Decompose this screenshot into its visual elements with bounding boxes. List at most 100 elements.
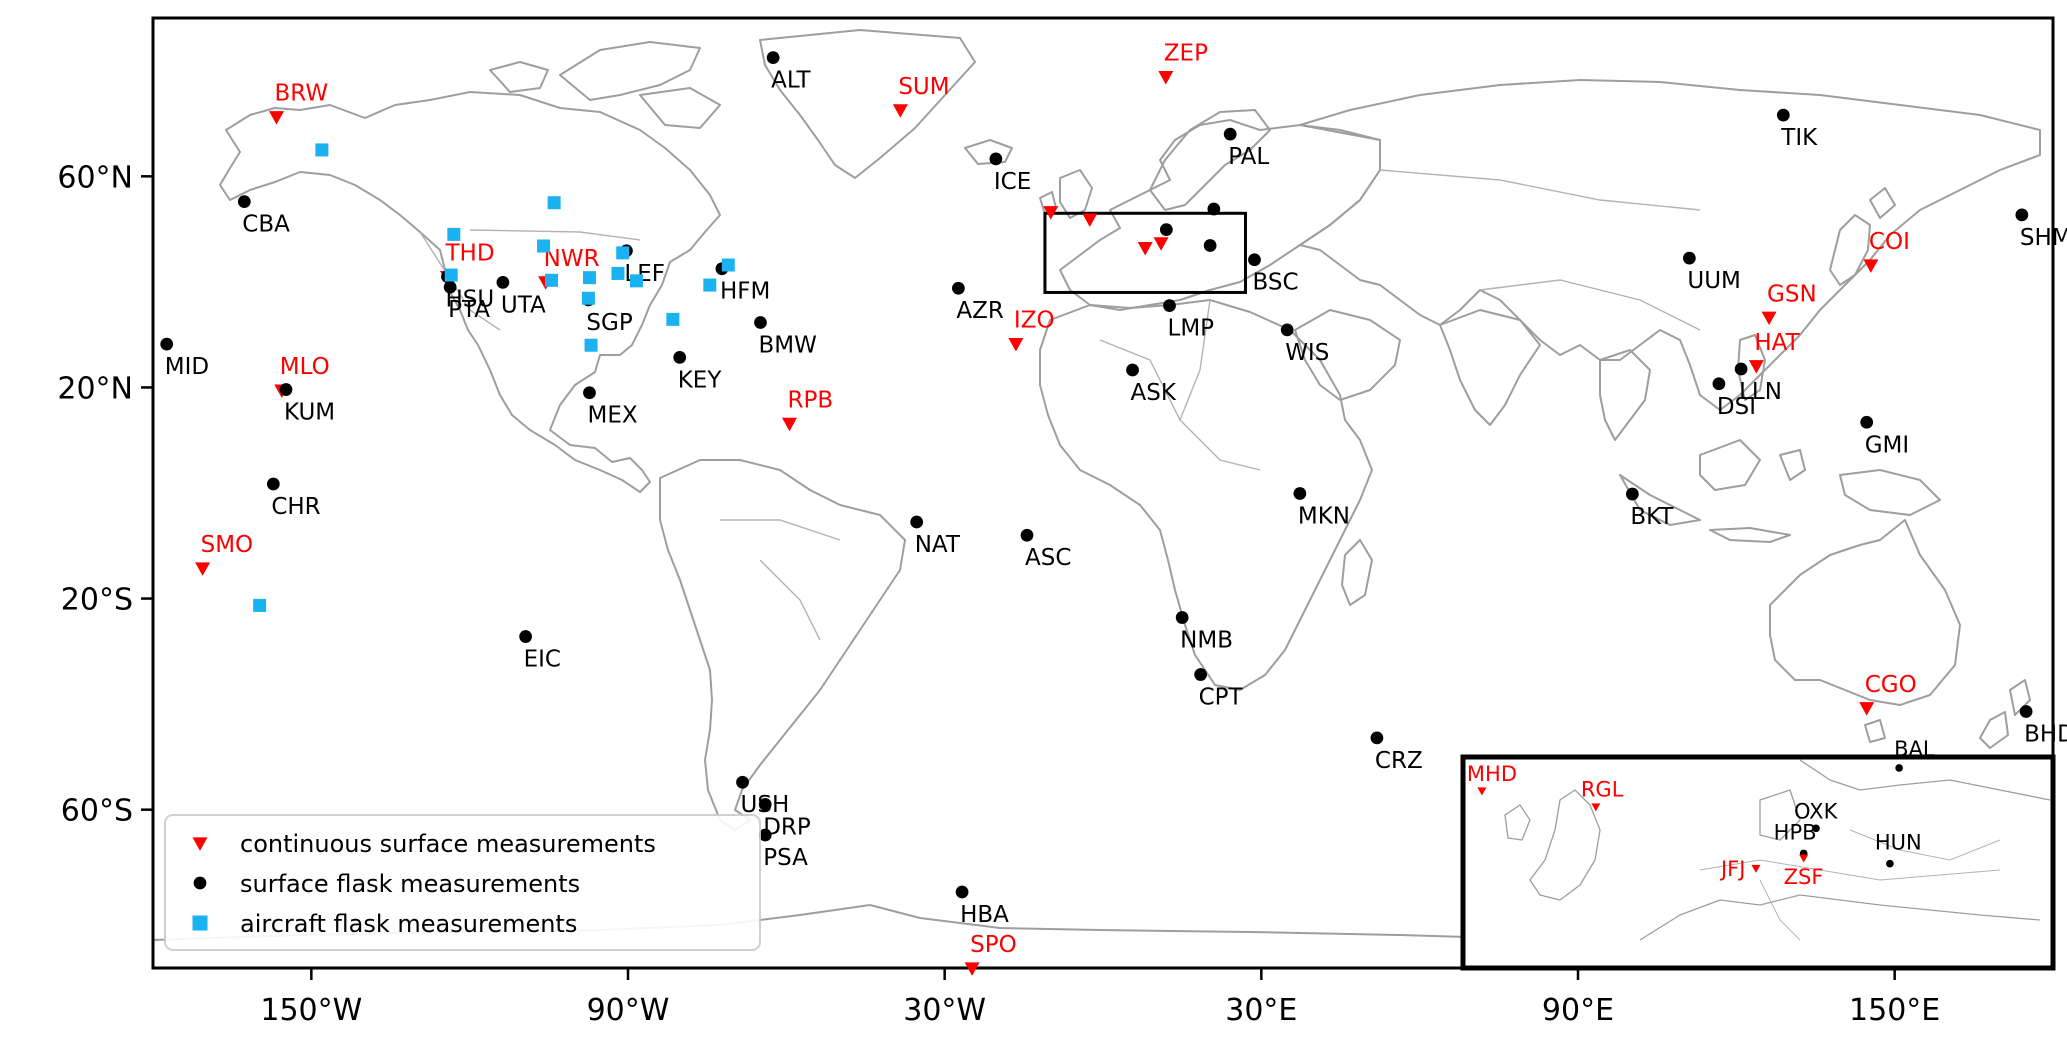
station-label-sum: SUM xyxy=(898,74,949,100)
station-marker-flask xyxy=(1207,202,1221,216)
station-marker-bsc xyxy=(1248,253,1261,267)
station-label-mid: MID xyxy=(165,354,209,380)
station-marker-zep xyxy=(1158,70,1174,85)
station-marker-bkt xyxy=(1625,487,1639,501)
station-marker-flask xyxy=(1159,223,1173,237)
station-label-thd: THD xyxy=(445,241,495,267)
inset-marker-mhd xyxy=(1477,787,1487,796)
europe-zoom-box xyxy=(1043,211,1248,294)
legend-label-aircraft: aircraft flask measurements xyxy=(240,910,577,938)
station-markers: BRW ZEP SUM THD NWR MLO RPB IZO SMO SPO COI GSN HAT C… xyxy=(160,41,2067,976)
inset-marker-oxk xyxy=(1812,824,1820,833)
station-label-mkn: MKN xyxy=(1298,504,1350,530)
y-tick-label: 60°S xyxy=(61,794,133,829)
station-label-hat: HAT xyxy=(1754,330,1800,356)
station-label-wis: WIS xyxy=(1285,340,1329,366)
station-label-ice: ICE xyxy=(994,169,1031,195)
inset-label-jfj: JFJ xyxy=(1719,857,1745,881)
station-label-cgo: CGO xyxy=(1865,672,1917,698)
station-marker-cpt xyxy=(1194,668,1208,681)
station-label-mlo: MLO xyxy=(280,354,330,380)
station-marker-aircraft xyxy=(629,274,643,288)
station-marker-sum xyxy=(892,104,908,118)
inset-label-hun: HUN xyxy=(1875,831,1922,855)
station-marker-mkn xyxy=(1293,487,1307,500)
station-label-izo: IZO xyxy=(1014,308,1055,334)
station-marker-bhd xyxy=(2019,705,2033,718)
station-marker-pal xyxy=(1223,127,1237,141)
station-marker-gsn xyxy=(1761,311,1777,326)
station-marker-continuous xyxy=(1153,237,1169,251)
station-marker-mid xyxy=(160,337,174,351)
inset-marker-jfj xyxy=(1751,864,1761,873)
legend: continuous surface measurements surface f… xyxy=(164,814,761,951)
station-marker-flask xyxy=(1203,239,1217,252)
station-marker-lln xyxy=(1734,362,1748,376)
station-label-asc: ASC xyxy=(1025,545,1071,571)
station-label-chr: CHR xyxy=(271,494,320,520)
x-tick-label: 30°W xyxy=(903,993,986,1028)
station-marker-gmi xyxy=(1860,415,1874,429)
station-label-shm: SHM xyxy=(2020,225,2067,251)
station-marker-aircraft xyxy=(537,239,551,253)
station-label-sgp: SGP xyxy=(586,310,632,336)
station-marker-aircraft xyxy=(315,143,329,157)
station-label-nat: NAT xyxy=(915,532,961,558)
inset-coastlines xyxy=(1504,759,2051,941)
station-marker-aircraft xyxy=(581,291,595,305)
map-frames xyxy=(151,16,2055,970)
y-tick-label: 20°S xyxy=(61,583,133,618)
station-marker-bmw xyxy=(754,316,767,329)
legend-marker-continuous xyxy=(192,837,208,851)
station-marker-dsi xyxy=(1712,377,1726,391)
station-label-ask: ASK xyxy=(1131,380,1177,406)
station-marker-continuous xyxy=(1082,213,1098,227)
legend-label-flask: surface flask measurements xyxy=(240,870,580,898)
station-label-bhd: BHD xyxy=(2024,722,2067,748)
station-label-mex: MEX xyxy=(587,403,637,429)
inset-marker-zsf xyxy=(1799,854,1809,863)
station-marker-hat xyxy=(1748,360,1764,374)
station-marker-hba xyxy=(955,885,969,899)
station-label-bsc: BSC xyxy=(1252,270,1298,296)
station-label-hfm: HFM xyxy=(720,279,770,305)
station-marker-asc xyxy=(1020,528,1034,542)
station-label-alt: ALT xyxy=(771,68,811,94)
station-marker-alt xyxy=(766,51,780,64)
inset-label-zsf: ZSF xyxy=(1784,865,1824,889)
station-marker-aircraft xyxy=(721,258,735,272)
station-label-azr: AZR xyxy=(956,298,1003,324)
y-tick-label: 60°N xyxy=(57,160,133,195)
station-marker-ice xyxy=(989,152,1003,166)
station-marker-coi xyxy=(1863,259,1879,273)
station-marker-kum xyxy=(279,383,293,396)
x-tick-label: 30°E xyxy=(1225,993,1297,1028)
inset-label-bal: BAL xyxy=(1894,737,1935,761)
station-marker-wis xyxy=(1280,323,1294,337)
station-label-bmw: BMW xyxy=(758,333,816,359)
axis-ticks: 150°W 90°W 30°W 30°E 90°E 150°E 60°N 20°N 20°S 60… xyxy=(57,160,1940,1028)
station-label-spo: SPO xyxy=(970,932,1017,958)
station-marker-aircraft xyxy=(582,271,596,285)
station-label-uta: UTA xyxy=(501,292,546,318)
station-label-kum: KUM xyxy=(284,400,335,426)
station-marker-aircraft xyxy=(584,338,598,352)
station-marker-azr xyxy=(952,281,965,295)
x-tick-label: 150°W xyxy=(260,993,362,1028)
station-marker-crz xyxy=(1370,731,1384,745)
x-tick-label: 150°E xyxy=(1849,993,1940,1028)
station-marker-aircraft xyxy=(444,268,458,282)
station-label-zep: ZEP xyxy=(1164,41,1208,67)
station-marker-eic xyxy=(519,630,532,643)
station-marker-ask xyxy=(1126,363,1139,377)
station-marker-brw xyxy=(269,111,284,125)
station-label-gmi: GMI xyxy=(1865,432,1909,458)
station-marker-continuous xyxy=(1043,206,1059,220)
station-label-smo: SMO xyxy=(201,532,254,558)
station-label-cpt: CPT xyxy=(1199,685,1244,711)
station-marker-aircraft xyxy=(666,312,680,326)
x-tick-label: 90°W xyxy=(587,993,670,1028)
